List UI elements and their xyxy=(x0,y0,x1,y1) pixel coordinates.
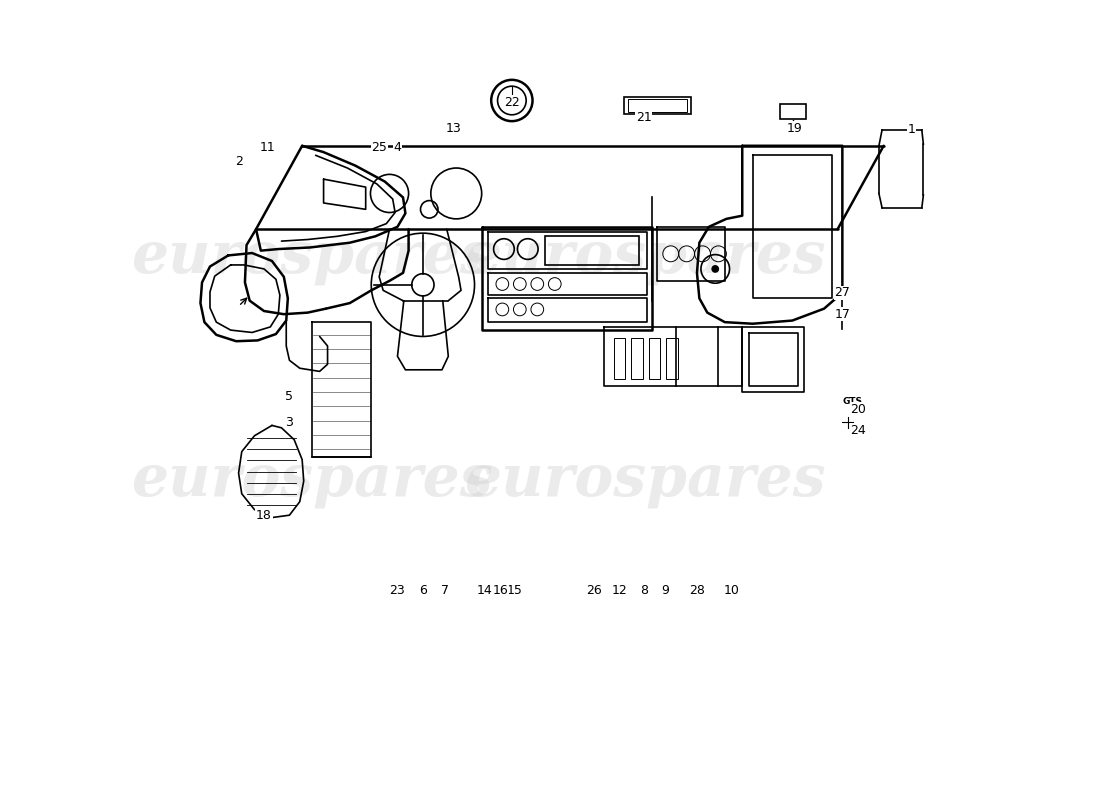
Text: GTS: GTS xyxy=(843,397,862,406)
Bar xyxy=(614,338,626,379)
Text: 17: 17 xyxy=(835,308,850,321)
Text: 5: 5 xyxy=(285,390,294,402)
Text: 22: 22 xyxy=(504,95,519,109)
Circle shape xyxy=(508,97,516,105)
Bar xyxy=(780,105,806,118)
Text: eurospares: eurospares xyxy=(464,451,826,508)
Bar xyxy=(628,99,688,112)
Text: eurospares: eurospares xyxy=(131,451,493,508)
Text: 15: 15 xyxy=(506,584,522,597)
Text: 9: 9 xyxy=(661,584,669,597)
Text: 16: 16 xyxy=(493,584,508,597)
Bar xyxy=(546,236,639,265)
Text: 4: 4 xyxy=(394,141,402,154)
Text: 1: 1 xyxy=(908,123,915,136)
Text: 24: 24 xyxy=(850,424,866,437)
Text: 10: 10 xyxy=(723,584,739,597)
Text: 27: 27 xyxy=(835,286,850,299)
Text: 28: 28 xyxy=(689,584,705,597)
Bar xyxy=(631,338,642,379)
Text: 12: 12 xyxy=(612,584,628,597)
Text: eurospares: eurospares xyxy=(131,229,493,286)
Text: 14: 14 xyxy=(477,584,493,597)
Text: 8: 8 xyxy=(640,584,648,597)
Text: 19: 19 xyxy=(786,122,803,134)
Text: 7: 7 xyxy=(441,584,449,597)
Text: 20: 20 xyxy=(850,403,866,416)
Text: 11: 11 xyxy=(260,141,276,154)
Text: 13: 13 xyxy=(446,122,461,134)
Text: 23: 23 xyxy=(389,584,405,597)
Bar xyxy=(649,338,660,379)
Text: 18: 18 xyxy=(256,509,272,522)
Text: 21: 21 xyxy=(636,111,651,125)
Text: 26: 26 xyxy=(586,584,602,597)
Bar xyxy=(624,97,692,114)
Text: eurospares: eurospares xyxy=(464,229,826,286)
Text: 2: 2 xyxy=(234,155,242,168)
Bar xyxy=(666,338,678,379)
Text: 25: 25 xyxy=(372,141,387,154)
Circle shape xyxy=(712,266,718,272)
Text: 6: 6 xyxy=(419,584,427,597)
Text: 3: 3 xyxy=(286,416,294,429)
